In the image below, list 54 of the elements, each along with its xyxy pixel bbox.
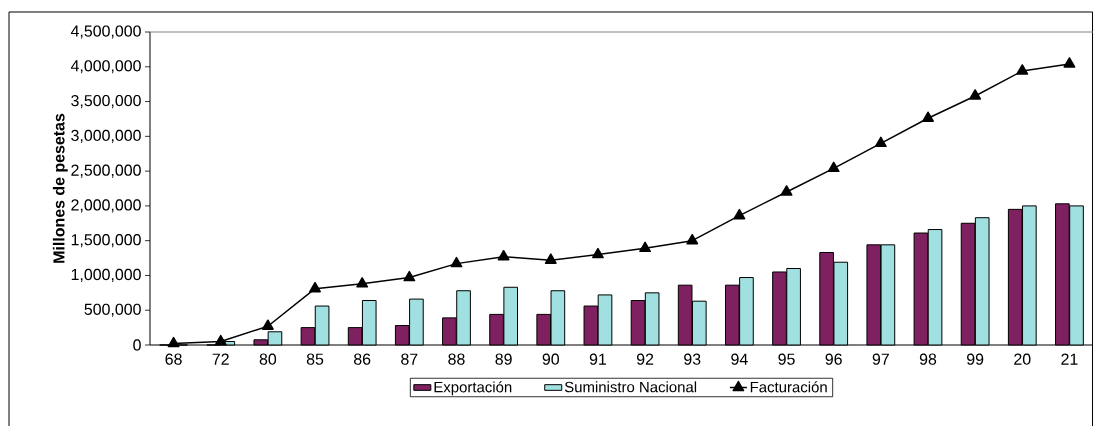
y-tick-label: 1,500,000 xyxy=(71,234,141,248)
x-tick-label: 93 xyxy=(684,353,701,365)
x-tick-label: 20 xyxy=(1014,353,1031,365)
point xyxy=(639,241,652,253)
x-tick-label: 68 xyxy=(165,353,182,365)
legend-label: Facturación xyxy=(750,381,827,393)
point xyxy=(1016,64,1029,75)
x-tick-label: 89 xyxy=(495,353,512,365)
point xyxy=(591,247,604,259)
point xyxy=(1063,57,1076,68)
x-tick-label: 86 xyxy=(354,353,371,365)
point xyxy=(497,249,510,261)
y-tick-label: 3,500,000 xyxy=(71,94,141,109)
legend-label: Exportación xyxy=(434,381,512,396)
y-tick-label: 2,500,000 xyxy=(71,164,141,178)
y-axis-title: Millones de pesetas xyxy=(52,113,68,263)
y-tick-label: 2,000,000 xyxy=(71,199,141,213)
x-tick-label: 87 xyxy=(401,353,418,365)
point xyxy=(450,256,463,268)
point xyxy=(686,233,699,245)
x-tick-label: 80 xyxy=(259,353,277,365)
x-tick-label: 88 xyxy=(448,353,465,365)
x-tick-label: 95 xyxy=(778,353,795,365)
x-tick-label: 72 xyxy=(212,353,229,365)
point xyxy=(922,111,934,122)
x-tick-label: 97 xyxy=(872,353,889,365)
y-tick-label: 4,500,000 xyxy=(70,25,141,39)
x-tick-label: 98 xyxy=(919,353,937,365)
y-tick-label: 3,000,000 xyxy=(71,129,141,143)
x-tick-label: 96 xyxy=(825,353,842,365)
x-tick-label: 99 xyxy=(967,353,984,365)
x-tick-label: 94 xyxy=(731,353,748,365)
y-tick-label: 4,000,000 xyxy=(70,60,141,74)
x-tick-label: 21 xyxy=(1061,353,1078,365)
point xyxy=(356,277,369,288)
x-tick-label: 92 xyxy=(636,353,654,365)
point xyxy=(733,208,746,220)
point xyxy=(309,281,321,293)
y-tick-label: 500,000 xyxy=(84,303,141,317)
y-tick-label: 1,000,000 xyxy=(71,268,141,283)
point xyxy=(214,334,227,346)
point xyxy=(874,136,887,148)
x-tick-label: 85 xyxy=(306,353,324,365)
point xyxy=(780,185,793,196)
legend-label: Suministro Nacional xyxy=(564,381,697,393)
point xyxy=(827,161,840,173)
point xyxy=(167,336,180,348)
point xyxy=(969,89,982,100)
point xyxy=(403,270,416,282)
point xyxy=(544,253,557,264)
x-tick-label: 90 xyxy=(542,353,560,365)
x-tick-label: 91 xyxy=(589,353,607,365)
y-tick-label: 0 xyxy=(133,339,141,351)
point xyxy=(261,319,274,330)
